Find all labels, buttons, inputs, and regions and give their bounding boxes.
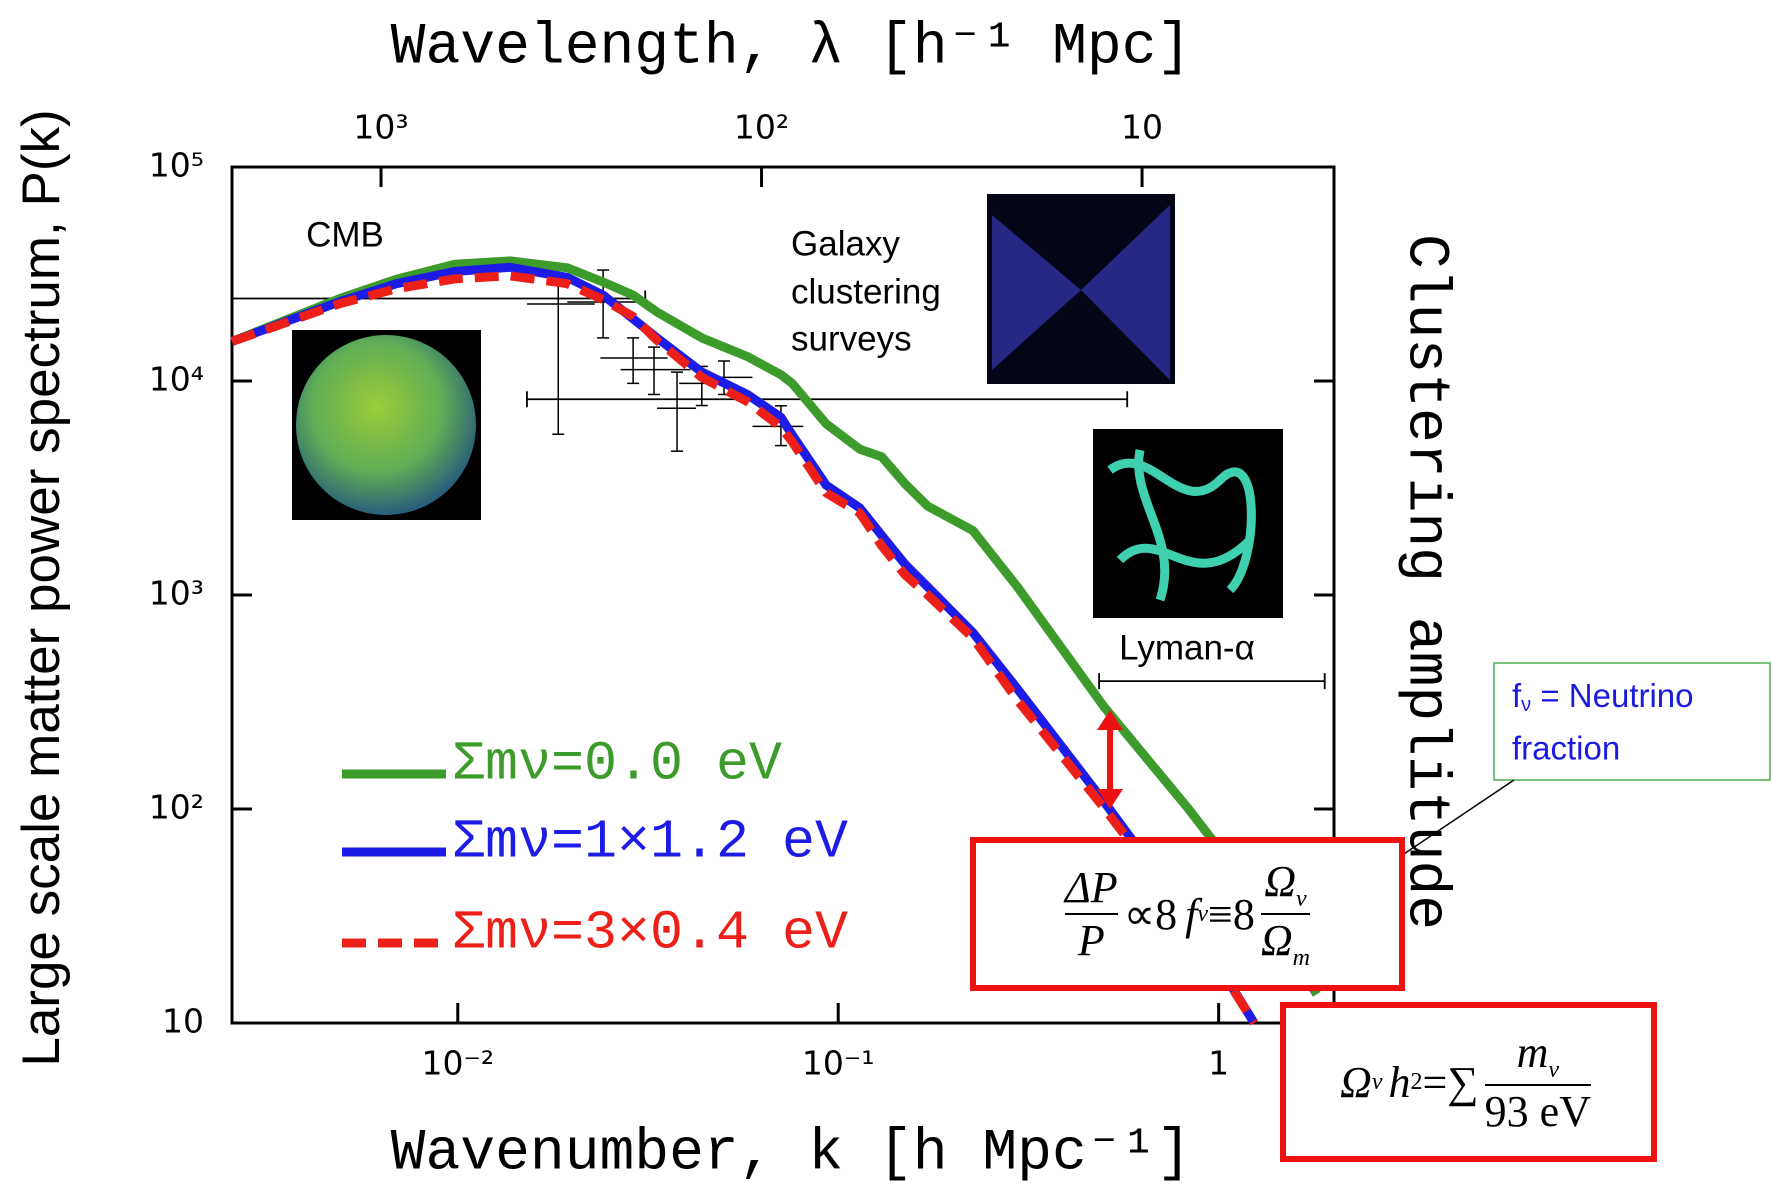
formula-text: ν: [1296, 886, 1307, 912]
cmb-image: [292, 330, 481, 520]
legend-label: Σmν=3×0.4 eV: [452, 902, 848, 965]
formula-den: Ωm: [1261, 915, 1310, 972]
galaxy-image: [987, 194, 1175, 384]
formula-text: ΔP: [1064, 863, 1118, 912]
legend-label: Σmν=0.0 eV: [452, 733, 782, 796]
delta-arrow-head: [1097, 710, 1123, 809]
note-text: fν = Neutrino: [1512, 677, 1694, 717]
annotation-cmb: CMB: [306, 215, 384, 254]
formula-text: ν: [1371, 1068, 1383, 1095]
note-rest: = Neutrino: [1531, 677, 1693, 714]
x-tick-label: 10⁻²: [421, 1044, 494, 1083]
y-tick-label: 10⁴: [149, 360, 204, 399]
formula-text: ν: [1197, 900, 1209, 927]
series-line: [230, 256, 1321, 997]
formula-text: ∝8: [1123, 889, 1178, 939]
annotation-galaxy: clustering: [791, 272, 941, 311]
x2-tick-label: 10: [1121, 108, 1163, 147]
formula-num: Ων: [1264, 856, 1306, 913]
formula-text: f: [1185, 889, 1198, 939]
annotation-lyman: Lyman-α: [1119, 628, 1255, 667]
formula-text: m: [1516, 1028, 1549, 1078]
legend-label: Σmν=1×1.2 eV: [452, 811, 848, 874]
x-axis-title: Wavenumber, k [h Mpc⁻¹]: [391, 1121, 1192, 1186]
formula-num: mν: [1517, 1027, 1559, 1084]
formula-text: =∑: [1422, 1057, 1479, 1107]
fraction: ΔP P: [1064, 862, 1118, 966]
formula-text: ≡8: [1208, 889, 1255, 939]
y-tick-label: 10²: [149, 788, 204, 827]
x2-tick-label: 10³: [353, 108, 408, 147]
note-f: f: [1512, 677, 1522, 714]
note-sub: ν: [1521, 694, 1531, 716]
y-axis-title: Large scale matter power spectrum, P(k): [12, 109, 71, 1066]
formula-text: ν: [1548, 1056, 1560, 1083]
x2-tick-label: 10²: [734, 108, 789, 147]
y-tick-label: 10³: [149, 574, 204, 613]
fraction: mν 93 eV: [1484, 1027, 1591, 1137]
right-label: Clustering amplitude: [1393, 234, 1458, 930]
x2-axis-title: Wavelength, λ [h⁻¹ Mpc]: [391, 15, 1192, 80]
formula-text: Ω: [1264, 857, 1297, 907]
annotation-galaxy: Galaxy: [791, 224, 900, 263]
formula-text: 2: [1410, 1068, 1423, 1095]
note-box: [1493, 662, 1771, 781]
formula-text: Ω: [1260, 916, 1293, 965]
formula-text: P: [1077, 916, 1105, 965]
y-tick-label: 10⁵: [149, 146, 204, 185]
formula-text: m: [1292, 944, 1311, 971]
formula-text: Ω: [1340, 1057, 1372, 1107]
fraction: Ων Ωm: [1260, 856, 1311, 972]
lyman-image: [1093, 429, 1283, 618]
formula-text: 93 eV: [1484, 1086, 1591, 1136]
y-tick-label: 10: [162, 1002, 204, 1041]
series-line: [230, 271, 1259, 1026]
note-text: fraction: [1512, 730, 1620, 767]
annotation-galaxy: surveys: [791, 319, 912, 358]
x-tick-label: 10⁻¹: [802, 1044, 875, 1083]
formula-text: h: [1388, 1057, 1411, 1107]
x-tick-label: 1: [1208, 1044, 1229, 1083]
